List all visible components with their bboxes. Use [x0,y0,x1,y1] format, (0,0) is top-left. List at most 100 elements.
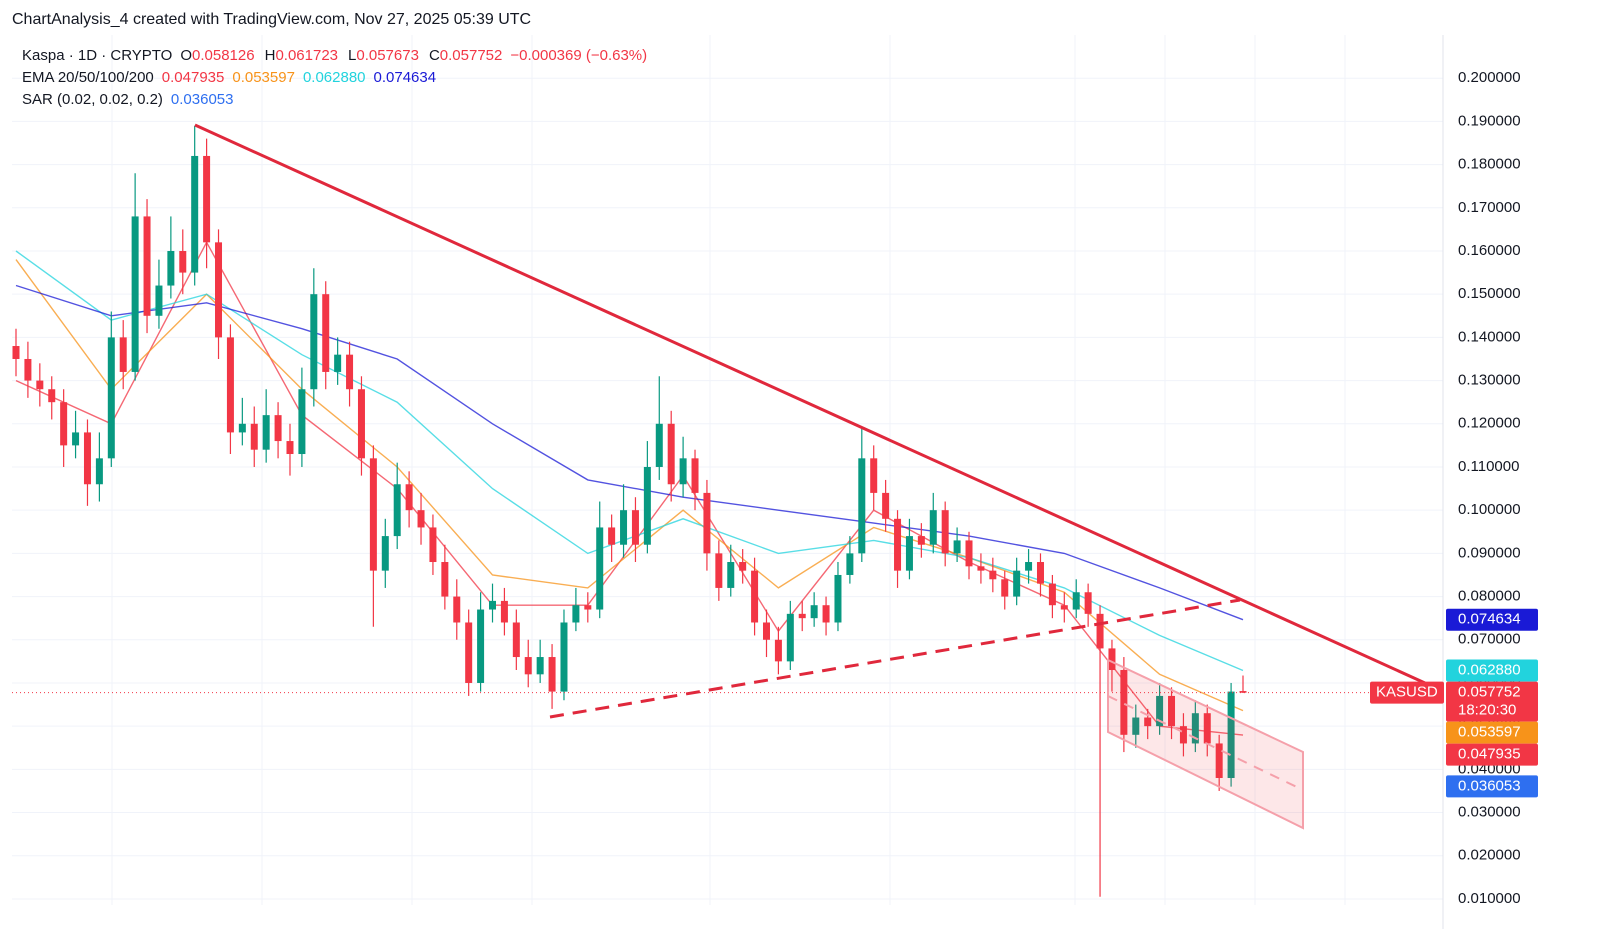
legend-item: 0.057752 [440,47,503,64]
candle-body [155,285,163,316]
candle-body [1191,713,1199,744]
candle-body [1025,562,1033,571]
candle-body [143,216,151,316]
channel-mid [1107,695,1304,791]
support-line [549,598,1241,719]
candle-body [453,596,461,623]
candle-body [774,639,782,662]
legend-item: 0.057673 [356,47,419,64]
legend-item: H [265,47,276,64]
candle-body [429,527,437,563]
legend-item: L [348,47,356,64]
candle-body [1084,592,1092,614]
candle-body [1036,562,1044,584]
countdown: 18:20:30 [1458,702,1516,719]
candle-body [917,536,925,545]
candle-body [179,250,187,273]
y-tick-label: 0.080000 [1458,588,1521,605]
y-tick-label: 0.070000 [1458,631,1521,648]
y-tick-label: 0.140000 [1458,328,1521,345]
price-box-label: 0.036053 [1458,777,1521,794]
candle-body [131,216,139,372]
candle-body [357,389,365,459]
price-box-label: 0.047935 [1458,746,1521,763]
price-box-label: 0.057752 [1458,684,1521,701]
candle-body [786,613,794,662]
candle-body [262,415,270,450]
candle-body [691,458,699,493]
price-box [1446,681,1538,722]
legend-item: SAR (0.02, 0.02, 0.2) [22,91,163,108]
legend-item: 0.036053 [171,91,234,108]
candle-body [417,510,425,528]
candle-body [191,155,199,273]
candle-body [1156,695,1164,727]
y-tick-label: 0.010000 [1458,890,1521,907]
candle-body [739,562,747,571]
price-box-label: 0.053597 [1458,724,1521,741]
candle-body [12,346,20,359]
candle-body [608,527,616,545]
price-box [1446,743,1538,766]
candle-body [167,250,175,286]
candle-body [489,600,497,610]
price-box [1446,775,1538,798]
legend-item: 0.058126 [192,47,255,64]
candle-body [1120,670,1128,735]
candle-body [286,441,294,455]
plot [12,125,1443,897]
y-tick-label: 0.120000 [1458,415,1521,432]
y-tick-label: 0.030000 [1458,804,1521,821]
candle-body [524,657,532,675]
candle-body [1108,648,1116,671]
candle-body [83,432,91,485]
header: ChartAnalysis_4 created with TradingView… [12,11,531,28]
y-tick-label: 0.170000 [1458,199,1521,216]
candle-body [1227,691,1235,778]
candle-body [1048,583,1056,606]
y-tick-label: 0.190000 [1458,112,1521,129]
candle-body [810,605,818,619]
y-tick-label: 0.110000 [1458,458,1519,475]
candle-body [334,354,342,372]
candle-body [655,423,663,467]
candle-body [1013,570,1021,597]
candle-body [441,562,449,597]
y-tick-label: 0.090000 [1458,544,1521,561]
candle-body [1072,592,1080,610]
candle-body [882,492,890,519]
candle-body [834,574,842,623]
candle-body [667,423,675,485]
y-tick-label: 0.150000 [1458,285,1521,302]
y-tick-label: 0.180000 [1458,156,1521,173]
candle-body [596,527,604,610]
candle-body [1060,605,1068,610]
candle-body [751,570,759,623]
candle-body [822,605,830,623]
candle-body [643,466,651,545]
candle-body [1144,717,1152,727]
candle-body [107,337,115,459]
legend-item: EMA 20/50/100/200 [22,69,154,86]
price-box-label: 0.074634 [1458,611,1521,628]
y-tick-label: 0.160000 [1458,242,1521,259]
candle-body [298,389,306,455]
legend-item: 0.061723 [275,47,338,64]
candle-body [322,294,330,372]
candle-body [560,622,568,692]
y-tick-label: 0.130000 [1458,372,1521,389]
candle-body [24,358,32,381]
candle-body [858,458,866,554]
legend-line: SAR (0.02, 0.02, 0.2) 0.036053 [22,91,234,108]
candle-body [894,518,902,571]
candle-body [393,484,401,537]
candle-body [989,570,997,580]
price-box [1446,608,1538,631]
legend-item: 0.062880 [303,69,366,86]
candle-body [1239,691,1247,693]
candle-body [870,458,878,493]
drawings [194,123,1426,830]
price-box-label: 0.062880 [1458,661,1521,678]
y-tick-label: 0.020000 [1458,847,1521,864]
